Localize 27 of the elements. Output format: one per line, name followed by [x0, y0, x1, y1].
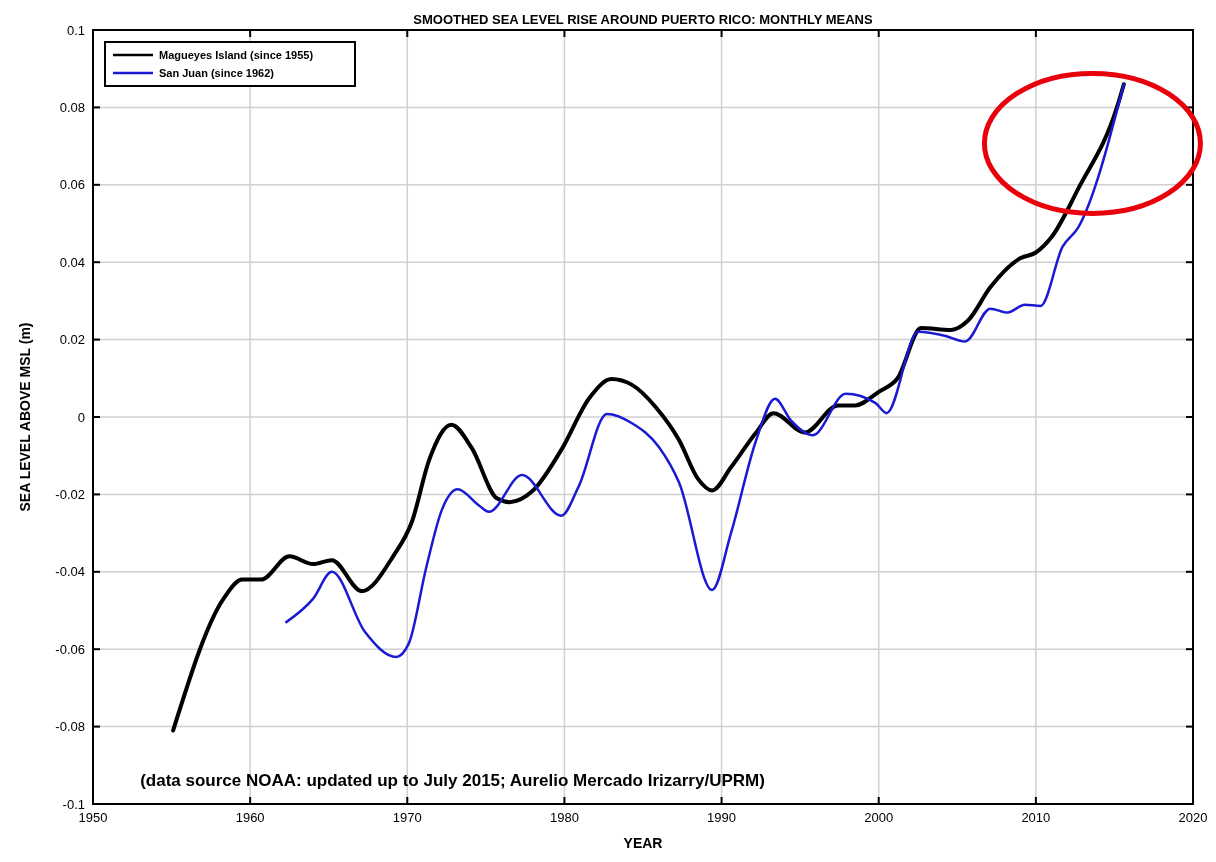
y-tick-label: -0.04: [55, 564, 85, 580]
chart-title: SMOOTHED SEA LEVEL RISE AROUND PUERTO RICO: MONTHLY MEANS: [413, 12, 874, 27]
x-tick-label: 1960: [235, 810, 265, 825]
line-series: [285, 82, 1126, 659]
y-tick-label: 0: [77, 409, 85, 425]
legend-label: Magueyes Island (since 1955): [159, 48, 314, 61]
x-tick-label: 1980: [549, 810, 579, 825]
y-tick-label: 0.08: [59, 99, 85, 115]
x-tick-label: 1970: [392, 810, 422, 825]
y-tick-label: 0.04: [59, 254, 85, 270]
x-tick-label: 2000: [864, 810, 894, 825]
x-tick-label: 1990: [707, 810, 737, 825]
x-axis-title: YEAR: [623, 835, 663, 851]
y-tick-label: -0.02: [55, 486, 85, 502]
x-tick-label: 1950: [78, 810, 108, 825]
x-tick-label: 2020: [1178, 810, 1208, 825]
y-tick-label: 0.06: [59, 177, 85, 193]
y-tick-label: -0.06: [55, 641, 85, 657]
x-tick-label: 2010: [1021, 810, 1051, 825]
y-tick-label: 0.02: [59, 332, 85, 348]
annotation: (data source NOAA: updated up to July 2015; Aurelio Mercado Irizarry/UPRM): [140, 771, 765, 790]
line-series: [171, 82, 1126, 733]
y-tick-label: -0.08: [55, 719, 85, 735]
y-axis-title: SEA LEVEL ABOVE MSL (m): [17, 322, 33, 512]
legend-label: San Juan (since 1962): [159, 66, 275, 79]
y-tick-label: -0.1: [62, 796, 85, 812]
y-tick-label: 0.1: [66, 22, 85, 38]
